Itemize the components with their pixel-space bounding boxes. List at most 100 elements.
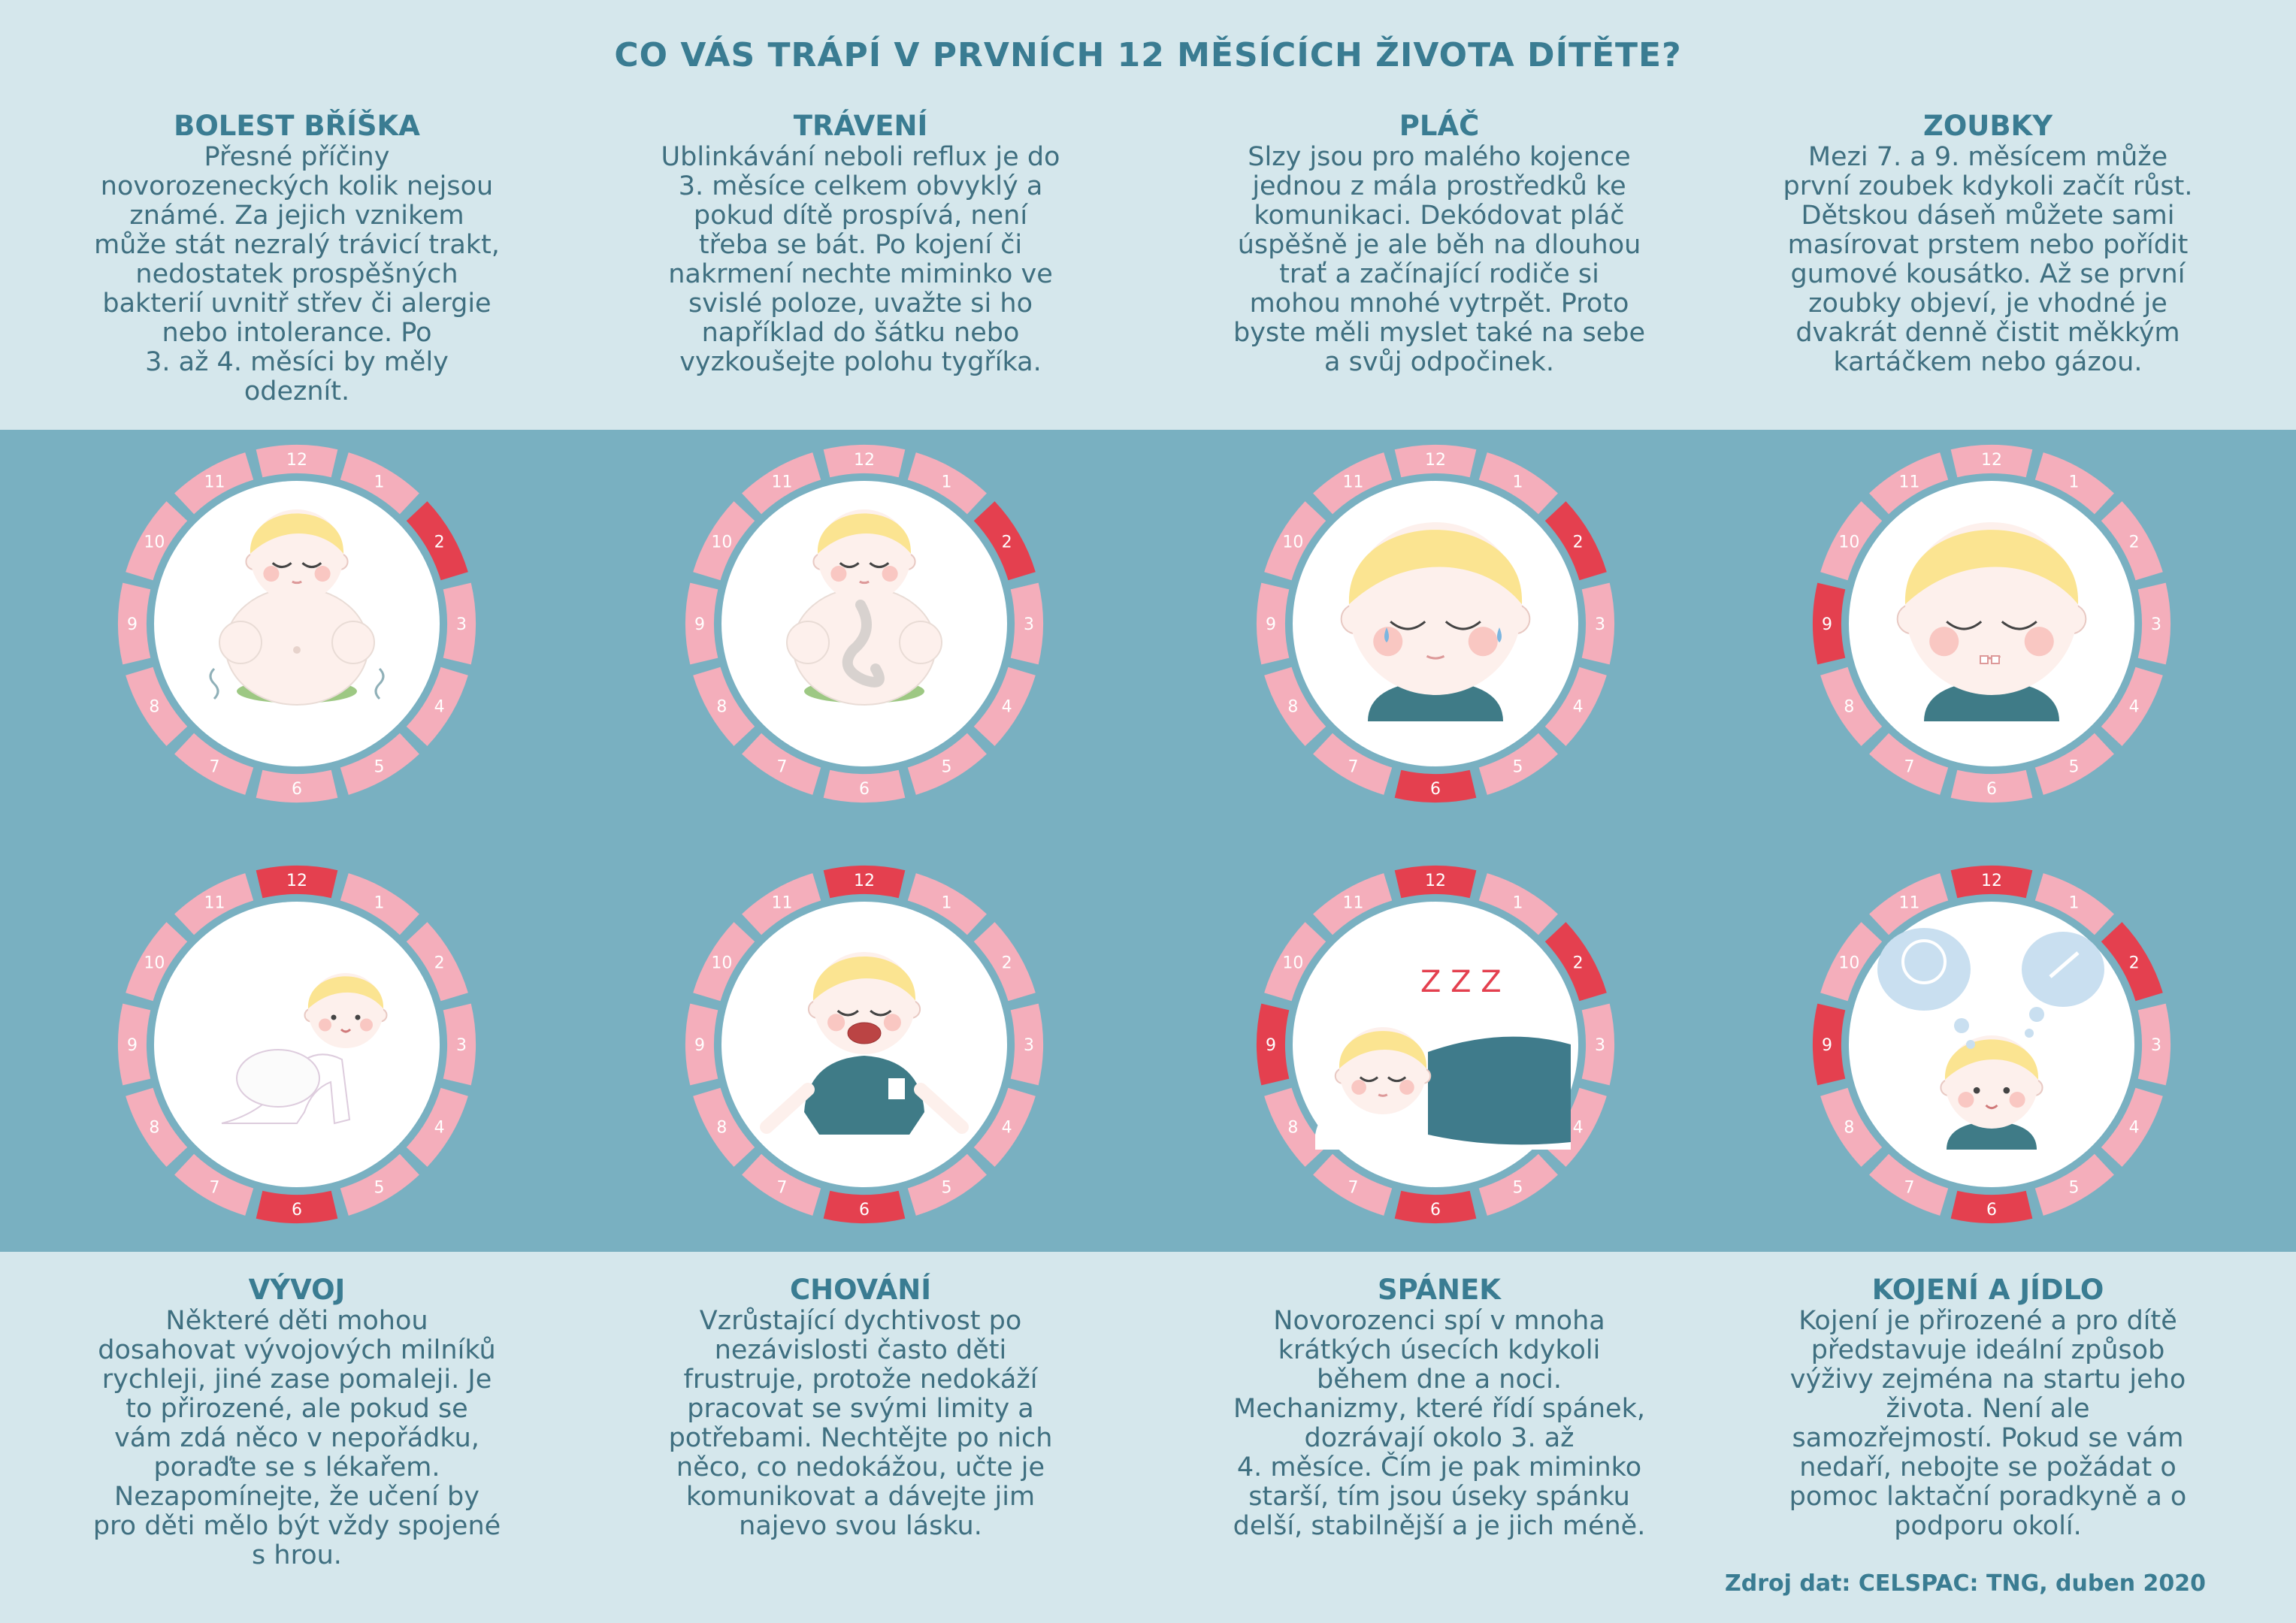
- month-ring-bolest-bricha: 1 2 3 4 5 6 7 8 9 10 11 12: [116, 443, 477, 804]
- description-line: to přirozené, ale pokud se: [126, 1394, 468, 1424]
- month-label: 6: [1430, 1201, 1441, 1220]
- month-segment-10: [126, 501, 188, 581]
- topic-chovani: CHOVÁNÍ Vzrůstající dychtivost po nezávisl…: [650, 1274, 1071, 1541]
- description-line: Kojení je přirozené a pro dítě: [1798, 1306, 2177, 1336]
- topic-title: TRÁVENÍ: [793, 110, 928, 142]
- month-segment-12: [823, 445, 906, 478]
- month-segment-12: [823, 866, 906, 899]
- description-line: nedostatek prospěšných: [135, 259, 458, 289]
- month-label: 10: [144, 533, 165, 552]
- description-line: Mezi 7. a 9. měsícem může: [1807, 142, 2168, 172]
- description-line: nedaří, nebojte se požádat o: [1799, 1452, 2177, 1482]
- month-label: 9: [1266, 615, 1276, 634]
- month-label: 1: [2069, 893, 2080, 912]
- month-segment-4: [406, 666, 468, 746]
- month-segment-11: [174, 873, 254, 935]
- month-ring-kojeni: 1 2 3 4 5 6 7 8 9 10 11 12: [1811, 864, 2172, 1225]
- month-segment-1: [2034, 452, 2114, 515]
- month-label: 11: [204, 893, 225, 912]
- zzz-label: Z Z Z: [1420, 965, 1502, 999]
- month-segment-1: [1478, 452, 1558, 515]
- month-segment-3: [443, 1003, 476, 1086]
- description-line: může stát nezralý trávicí trakt,: [94, 230, 500, 260]
- baby-belly-icon: [209, 509, 385, 706]
- month-ring-zoubky: 1 2 3 4 5 6 7 8 9 10 11 12: [1811, 443, 2172, 804]
- month-segment-9: [1813, 1003, 1846, 1086]
- description-line: najevo svou lásku.: [739, 1511, 982, 1541]
- month-segment-5: [340, 733, 419, 795]
- month-segment-1: [907, 873, 987, 935]
- month-ring-chovani: 1 2 3 4 5 6 7 8 9 10 11 12: [684, 864, 1045, 1225]
- month-segment-10: [693, 501, 755, 581]
- month-label: 3: [456, 1036, 467, 1055]
- month-segment-11: [1313, 452, 1393, 515]
- topic-description: Ublinkávání neboli reflux je do 3. měsíce…: [650, 143, 1071, 377]
- month-label: 3: [1595, 615, 1605, 634]
- description-line: něco, co nedokážou, učte je: [676, 1452, 1045, 1482]
- topic-title: BOLEST BŘÍŠKA: [174, 110, 420, 142]
- baby-crying-face-icon: [1340, 522, 1531, 721]
- month-segment-12: [1950, 866, 2033, 899]
- month-segment-2: [973, 501, 1036, 581]
- month-segment-8: [693, 666, 755, 746]
- description-line: trať a začínající rodiče si: [1279, 259, 1599, 289]
- month-label: 6: [292, 1201, 302, 1220]
- month-label: 6: [292, 780, 302, 799]
- description-line: Nezapomínejte, že učení by: [114, 1482, 479, 1512]
- month-label: 1: [942, 473, 952, 491]
- month-label: 5: [2069, 758, 2080, 777]
- description-line: 3. až 4. měsíci by měly: [145, 347, 449, 377]
- month-segment-5: [340, 1153, 419, 1216]
- month-segment-2: [1544, 501, 1607, 581]
- description-line: vám zdá něco v nepořádku,: [114, 1423, 479, 1453]
- month-label: 9: [1822, 1036, 1832, 1055]
- month-segment-5: [1478, 733, 1558, 795]
- month-segment-2: [973, 922, 1036, 1002]
- description-line: jednou z mála prostředků ke: [1252, 171, 1626, 201]
- baby-tantrum-icon: [760, 952, 969, 1135]
- topic-title: CHOVÁNÍ: [789, 1274, 932, 1306]
- topic-description: Kojení je přirozené a pro dítě představuj…: [1777, 1307, 2198, 1541]
- month-label: 7: [1904, 1179, 1915, 1198]
- month-label: 6: [859, 1201, 870, 1220]
- month-segment-11: [742, 873, 821, 935]
- month-label: 11: [772, 473, 793, 491]
- source-note: Zdroj dat: CELSPAC: TNG, duben 2020: [1725, 1570, 2206, 1597]
- description-line: kartáčkem nebo gázou.: [1833, 347, 2143, 377]
- month-label: 12: [286, 872, 307, 890]
- month-segment-3: [2137, 1003, 2170, 1086]
- month-label: 6: [1430, 780, 1441, 799]
- month-segment-12: [1950, 445, 2033, 478]
- month-label: 1: [374, 473, 385, 491]
- month-segment-7: [174, 733, 254, 795]
- main-title: CO VÁS TRÁPÍ V PRVNÍCH 12 MĚSÍCÍCH ŽIVOT…: [614, 36, 1682, 74]
- month-label: 3: [1595, 1036, 1605, 1055]
- month-label: 7: [777, 1179, 788, 1198]
- month-segment-6: [1394, 769, 1477, 802]
- ring-center: [154, 902, 440, 1187]
- description-line: nezávislosti často děti: [714, 1335, 1007, 1365]
- description-line: zoubky objeví, je vhodné je: [1808, 289, 2167, 319]
- month-segment-9: [1257, 582, 1290, 665]
- topic-title: SPÁNEK: [1378, 1274, 1501, 1306]
- month-label: 1: [942, 893, 952, 912]
- topic-kojeni: KOJENÍ A JÍDLO Kojení je přirozené a pro …: [1777, 1274, 2198, 1541]
- description-line: pokud dítě prospívá, není: [693, 201, 1028, 231]
- month-segment-5: [907, 733, 987, 795]
- description-line: s hrou.: [252, 1540, 342, 1570]
- description-line: výživy zejména na startu jeho: [1789, 1365, 2186, 1395]
- month-label: 5: [374, 1179, 385, 1198]
- month-label: 10: [711, 954, 732, 973]
- description-line: odeznít.: [244, 376, 350, 407]
- month-segment-6: [1950, 1190, 2033, 1223]
- month-segment-6: [823, 1190, 906, 1223]
- description-line: starší, tím jsou úseky spánku: [1248, 1482, 1630, 1512]
- month-label: 11: [1899, 473, 1920, 491]
- month-segment-2: [1544, 922, 1607, 1002]
- month-ring-spanek: 1 2 3 4 5 6 7 8 9 10 11 12 Z Z Z: [1255, 864, 1616, 1225]
- month-segment-4: [973, 1087, 1036, 1167]
